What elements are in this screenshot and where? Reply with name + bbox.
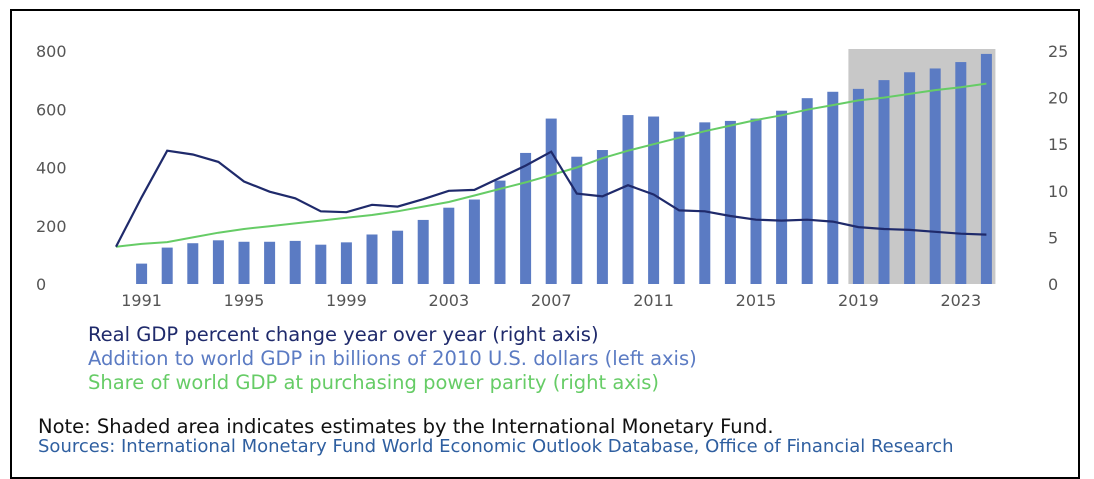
bar-1999 xyxy=(340,242,352,284)
bar-2011 xyxy=(648,116,660,284)
bar-2006 xyxy=(520,152,532,284)
left-axis-ticks: 0 200 400 600 800 xyxy=(36,42,67,294)
right-axis-ticks: 0 5 10 15 20 25 xyxy=(1048,42,1068,294)
bar-2020 xyxy=(878,80,890,284)
bar-2013 xyxy=(699,122,711,284)
bar-2022 xyxy=(929,68,941,284)
sources-text: Sources: International Monetary Fund Wor… xyxy=(38,436,954,457)
bar-2019 xyxy=(852,88,864,284)
x-tick-1995: 1995 xyxy=(224,291,265,310)
bar-2016 xyxy=(776,110,788,284)
bar-2017 xyxy=(801,98,813,285)
bar-2018 xyxy=(827,91,839,285)
legend-addition-world-gdp: Addition to world GDP in billions of 201… xyxy=(88,347,697,370)
x-tick-2015: 2015 xyxy=(736,291,777,310)
bar-1993 xyxy=(187,243,199,284)
legend-real-gdp: Real GDP percent change year over year (… xyxy=(88,323,599,346)
x-axis-ticks: 1991 1995 1999 2003 2007 2011 2015 2019 2023 xyxy=(121,291,981,310)
bar-1994 xyxy=(212,240,224,284)
bar-2010 xyxy=(622,115,634,284)
bar-1997 xyxy=(289,240,301,284)
x-tick-2011: 2011 xyxy=(633,291,674,310)
bar-2012 xyxy=(673,131,685,284)
bar-1991 xyxy=(136,263,148,284)
right-tick-10: 10 xyxy=(1048,182,1068,201)
left-tick-0: 0 xyxy=(36,275,46,294)
x-tick-2003: 2003 xyxy=(428,291,469,310)
note-text: Note: Shaded area indicates estimates by… xyxy=(38,415,774,438)
bar-2021 xyxy=(904,72,916,284)
bar-2003 xyxy=(443,207,455,284)
x-tick-2019: 2019 xyxy=(838,291,879,310)
bar-2002 xyxy=(417,219,429,284)
bar-1998 xyxy=(315,244,327,284)
legend-share-world-gdp: Share of world GDP at purchasing power p… xyxy=(88,371,660,394)
left-tick-400: 400 xyxy=(36,159,67,178)
right-tick-15: 15 xyxy=(1048,135,1068,154)
x-tick-1991: 1991 xyxy=(121,291,162,310)
x-tick-1999: 1999 xyxy=(326,291,367,310)
x-tick-2007: 2007 xyxy=(531,291,572,310)
bar-1996 xyxy=(264,241,276,284)
right-tick-25: 25 xyxy=(1048,42,1068,61)
bar-2015 xyxy=(750,118,762,284)
bar-2005 xyxy=(494,180,506,284)
bar-2023 xyxy=(955,62,967,284)
bar-series xyxy=(136,53,992,285)
left-tick-800: 800 xyxy=(36,42,67,61)
right-tick-0: 0 xyxy=(1048,275,1058,294)
bar-2001 xyxy=(392,230,404,284)
estimate-shaded-area xyxy=(848,49,996,284)
bar-1992 xyxy=(161,247,173,284)
real-gdp-change-line xyxy=(115,149,987,248)
x-tick-2023: 2023 xyxy=(940,291,981,310)
bar-2008 xyxy=(571,156,583,284)
bar-2014 xyxy=(724,120,736,285)
chart: 0 200 400 600 800 0 5 10 15 20 25 1991 1995 1999 200… xyxy=(36,42,1068,310)
left-tick-200: 200 xyxy=(36,217,67,236)
bar-1995 xyxy=(238,241,250,284)
share-of-world-gdp-line xyxy=(115,82,987,248)
right-tick-20: 20 xyxy=(1048,89,1068,108)
bar-2024 xyxy=(980,53,992,284)
bar-2007 xyxy=(545,118,557,284)
bar-2000 xyxy=(366,234,378,284)
left-tick-600: 600 xyxy=(36,100,67,119)
bar-2009 xyxy=(596,150,608,284)
bar-2004 xyxy=(468,199,480,284)
right-tick-5: 5 xyxy=(1048,228,1058,247)
